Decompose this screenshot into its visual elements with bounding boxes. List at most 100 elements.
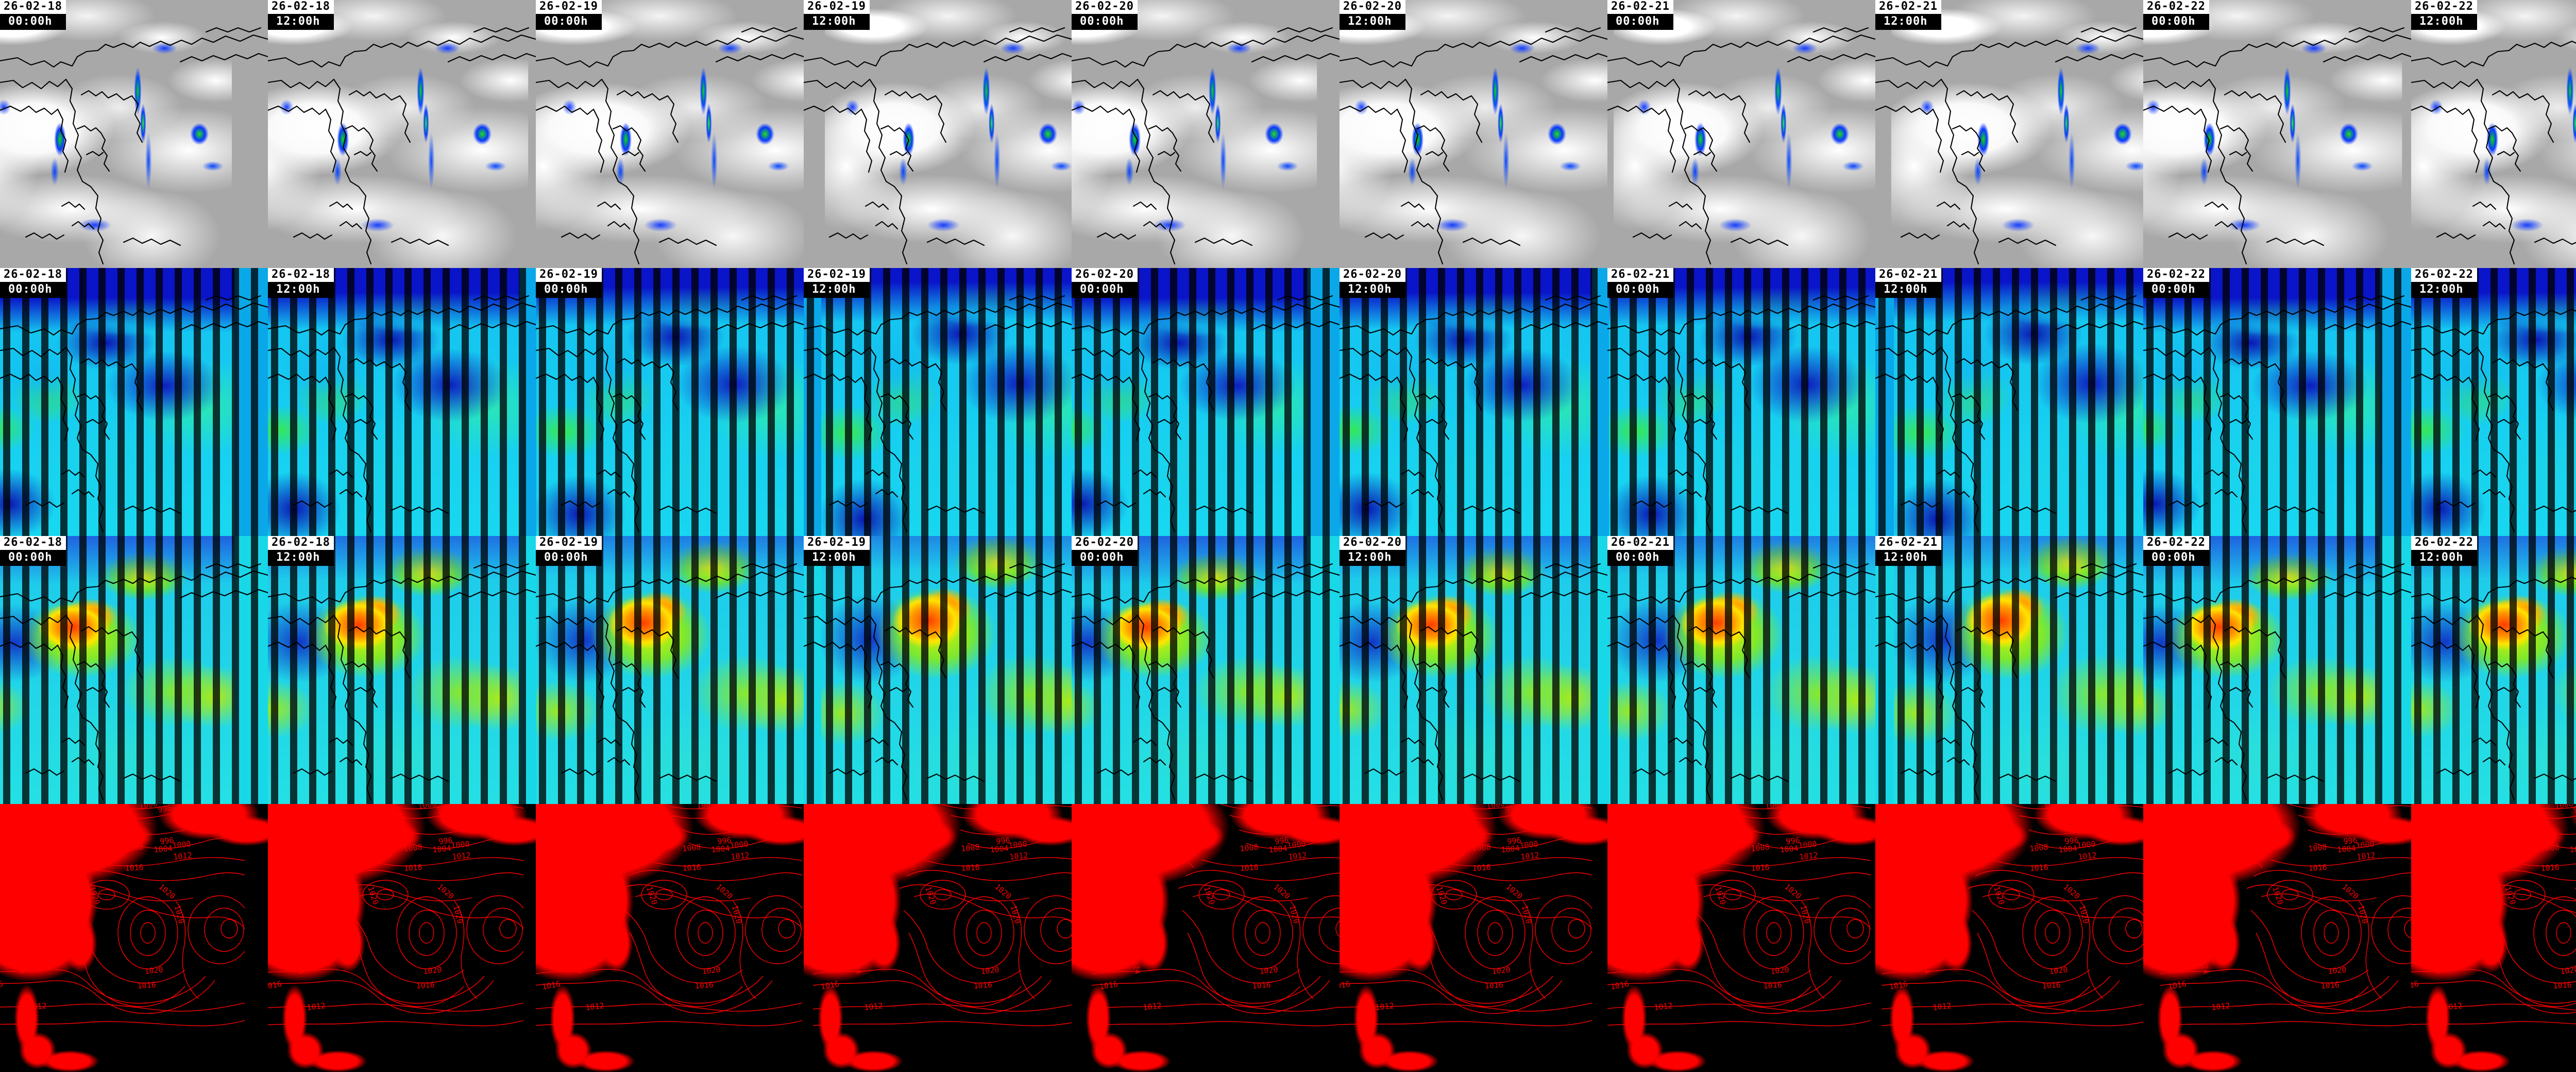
svg-text:1008: 1008 bbox=[961, 842, 980, 853]
isobar-contours: 1000 996 996 1000 1008 1004 1012 1016 10… bbox=[2160, 804, 2411, 1072]
panel-wind-speed-10m-t1[interactable]: 26-02-18 12:00h bbox=[268, 268, 536, 536]
forecast-time-label: 00:00h bbox=[0, 550, 66, 566]
panel-total-cloud-cover-and-precipitation-t5[interactable]: 26-02-20 12:00h bbox=[1340, 0, 1607, 268]
svg-text:1016: 1016 bbox=[268, 979, 282, 992]
precipitation-layer bbox=[268, 0, 522, 268]
forecast-time-label: 00:00h bbox=[2143, 282, 2209, 298]
panel-wind-gust-significant-wave-height-t3[interactable]: 26-02-19 12:00h bbox=[804, 536, 1072, 804]
panel-mean-sea-level-pressure-t3[interactable]: 1000 996 996 1000 1008 1004 1012 1016 10… bbox=[804, 804, 1072, 1072]
panel-mean-sea-level-pressure-t0[interactable]: 1000 996 996 1000 1008 1004 1012 1016 10… bbox=[0, 804, 268, 1072]
svg-text:1016: 1016 bbox=[1610, 979, 1630, 992]
panel-wind-gust-significant-wave-height-t9[interactable]: 26-02-22 12:00h bbox=[2411, 536, 2576, 804]
svg-text:996: 996 bbox=[157, 804, 172, 814]
panel-wind-speed-10m-t6[interactable]: 26-02-21 00:00h bbox=[1607, 268, 1875, 536]
panel-total-cloud-cover-and-precipitation-t1[interactable]: 26-02-18 12:00h bbox=[268, 0, 536, 268]
panel-mean-sea-level-pressure-t4[interactable]: 1000 996 996 1000 1008 1004 1012 1016 10… bbox=[1072, 804, 1340, 1072]
svg-text:1020: 1020 bbox=[1520, 904, 1533, 925]
isobar-contours: 1000 996 996 1000 1008 1004 1012 1016 10… bbox=[536, 804, 802, 1072]
svg-text:1024: 1024 bbox=[14, 955, 27, 975]
panel-wind-speed-10m-t3[interactable]: 26-02-19 12:00h bbox=[804, 268, 1072, 536]
panel-total-cloud-cover-and-precipitation-t7[interactable]: 26-02-21 12:00h bbox=[1875, 0, 2143, 268]
wind-vector-arrows bbox=[0, 268, 268, 536]
forecast-time-label: 12:00h bbox=[2411, 550, 2477, 566]
panel-wind-speed-10m-t2[interactable]: 26-02-19 00:00h bbox=[536, 268, 804, 536]
svg-text:1012: 1012 bbox=[173, 850, 193, 862]
timestamp-stamp: 26-02-21 00:00h bbox=[1607, 536, 1673, 566]
panel-total-cloud-cover-and-precipitation-t4[interactable]: 26-02-20 00:00h bbox=[1072, 0, 1340, 268]
svg-text:1016: 1016 bbox=[541, 979, 562, 992]
svg-text:1016: 1016 bbox=[973, 980, 992, 991]
panel-total-cloud-cover-and-precipitation-t0[interactable]: 26-02-18 00:00h bbox=[0, 0, 268, 268]
svg-text:1008: 1008 bbox=[125, 842, 144, 853]
panel-total-cloud-cover-and-precipitation-t8[interactable]: 26-02-22 00:00h bbox=[2143, 0, 2411, 268]
svg-text:996: 996 bbox=[2343, 835, 2358, 846]
land-mask-layer bbox=[1340, 804, 1607, 1072]
svg-text:1024: 1024 bbox=[2430, 955, 2443, 975]
timestamp-stamp: 26-02-22 00:00h bbox=[2143, 268, 2209, 298]
svg-text:996: 996 bbox=[2064, 835, 2079, 846]
panel-wind-gust-significant-wave-height-t7[interactable]: 26-02-21 12:00h bbox=[1875, 536, 2143, 804]
timestamp-stamp: 26-02-18 00:00h bbox=[0, 0, 66, 30]
panel-wind-speed-10m-t0[interactable]: 26-02-18 00:00h bbox=[0, 268, 268, 536]
panel-wind-speed-10m-t4[interactable]: 26-02-20 00:00h bbox=[1072, 268, 1340, 536]
forecast-time-label: 12:00h bbox=[1875, 550, 1941, 566]
panel-mean-sea-level-pressure-t9[interactable]: 1000 996 996 1000 1008 1004 1012 1016 10… bbox=[2411, 804, 2576, 1072]
panel-wind-gust-significant-wave-height-t5[interactable]: 26-02-20 12:00h bbox=[1340, 536, 1607, 804]
svg-text:1020: 1020 bbox=[1770, 965, 1790, 976]
svg-text:1016: 1016 bbox=[1099, 979, 1119, 992]
panel-wind-gust-significant-wave-height-t0[interactable]: 26-02-18 00:00h bbox=[0, 536, 268, 804]
svg-text:1000: 1000 bbox=[417, 804, 437, 811]
svg-text:1020: 1020 bbox=[1287, 904, 1301, 925]
panel-mean-sea-level-pressure-t1[interactable]: 1000 996 996 1000 1008 1004 1012 1016 10… bbox=[268, 804, 536, 1072]
svg-text:1008: 1008 bbox=[403, 842, 423, 853]
wind-vector-arrows bbox=[268, 536, 536, 804]
svg-text:996: 996 bbox=[1786, 835, 1801, 846]
panel-wind-speed-10m-t7[interactable]: 26-02-21 12:00h bbox=[1875, 268, 2143, 536]
svg-text:1000: 1000 bbox=[975, 804, 995, 811]
forecast-date-label: 26-02-20 bbox=[1072, 536, 1138, 550]
panel-total-cloud-cover-and-precipitation-t9[interactable]: 26-02-22 12:00h bbox=[2411, 0, 2576, 268]
wind-vector-arrows bbox=[804, 536, 1072, 804]
svg-text:1020: 1020 bbox=[645, 885, 659, 906]
panel-mean-sea-level-pressure-t6[interactable]: 1000 996 996 1000 1008 1004 1012 1016 10… bbox=[1607, 804, 1875, 1072]
forecast-date-label: 26-02-22 bbox=[2143, 268, 2209, 282]
timestamp-stamp: 26-02-21 12:00h bbox=[1875, 0, 1941, 30]
forecast-date-label: 26-02-22 bbox=[2143, 536, 2209, 550]
panel-wind-gust-significant-wave-height-t2[interactable]: 26-02-19 00:00h bbox=[536, 536, 804, 804]
svg-text:1020: 1020 bbox=[1992, 885, 2006, 906]
forecast-date-label: 26-02-18 bbox=[0, 536, 66, 550]
panel-wind-speed-10m-t5[interactable]: 26-02-20 12:00h bbox=[1340, 268, 1607, 536]
precipitation-layer bbox=[820, 0, 1072, 268]
panel-wind-speed-10m-t9[interactable]: 26-02-22 12:00h bbox=[2411, 268, 2576, 536]
panel-wind-gust-significant-wave-height-t8[interactable]: 26-02-22 00:00h bbox=[2143, 536, 2411, 804]
svg-text:996: 996 bbox=[715, 804, 730, 814]
svg-text:1012: 1012 bbox=[1933, 1001, 1952, 1012]
svg-text:1012: 1012 bbox=[452, 850, 471, 862]
forecast-time-label: 00:00h bbox=[536, 282, 602, 298]
svg-text:1004: 1004 bbox=[432, 844, 452, 855]
panel-total-cloud-cover-and-precipitation-t2[interactable]: 26-02-19 00:00h bbox=[536, 0, 804, 268]
svg-text:1016: 1016 bbox=[1252, 980, 1271, 991]
isobar-contours: 1000 996 996 1000 1008 1004 1012 1016 10… bbox=[268, 804, 523, 1072]
panel-total-cloud-cover-and-precipitation-t3[interactable]: 26-02-19 12:00h bbox=[804, 0, 1072, 268]
svg-text:1020: 1020 bbox=[1202, 885, 1216, 906]
panel-wind-gust-significant-wave-height-t1[interactable]: 26-02-18 12:00h bbox=[268, 536, 536, 804]
svg-text:1020: 1020 bbox=[1783, 882, 1803, 901]
forecast-time-label: 12:00h bbox=[1875, 282, 1941, 298]
svg-text:1012: 1012 bbox=[1799, 850, 1819, 862]
panel-wind-speed-10m-t8[interactable]: 26-02-22 00:00h bbox=[2143, 268, 2411, 536]
svg-text:1000: 1000 bbox=[2043, 804, 2063, 811]
panel-wind-gust-significant-wave-height-t6[interactable]: 26-02-21 00:00h bbox=[1607, 536, 1875, 804]
panel-mean-sea-level-pressure-t8[interactable]: 1000 996 996 1000 1008 1004 1012 1016 10… bbox=[2143, 804, 2411, 1072]
svg-text:996: 996 bbox=[438, 835, 453, 846]
forecast-date-label: 26-02-21 bbox=[1607, 0, 1673, 14]
svg-text:1016: 1016 bbox=[416, 980, 435, 991]
panel-mean-sea-level-pressure-t7[interactable]: 1000 996 996 1000 1008 1004 1012 1016 10… bbox=[1875, 804, 2143, 1072]
panel-wind-gust-significant-wave-height-t4[interactable]: 26-02-20 00:00h bbox=[1072, 536, 1340, 804]
svg-text:1004: 1004 bbox=[154, 844, 173, 855]
panel-mean-sea-level-pressure-t5[interactable]: 1000 996 996 1000 1008 1004 1012 1016 10… bbox=[1340, 804, 1607, 1072]
panel-mean-sea-level-pressure-t2[interactable]: 1000 996 996 1000 1008 1004 1012 1016 10… bbox=[536, 804, 804, 1072]
panel-total-cloud-cover-and-precipitation-t6[interactable]: 26-02-21 00:00h bbox=[1607, 0, 1875, 268]
timestamp-stamp: 26-02-21 12:00h bbox=[1875, 268, 1941, 298]
forecast-time-label: 12:00h bbox=[268, 550, 334, 566]
